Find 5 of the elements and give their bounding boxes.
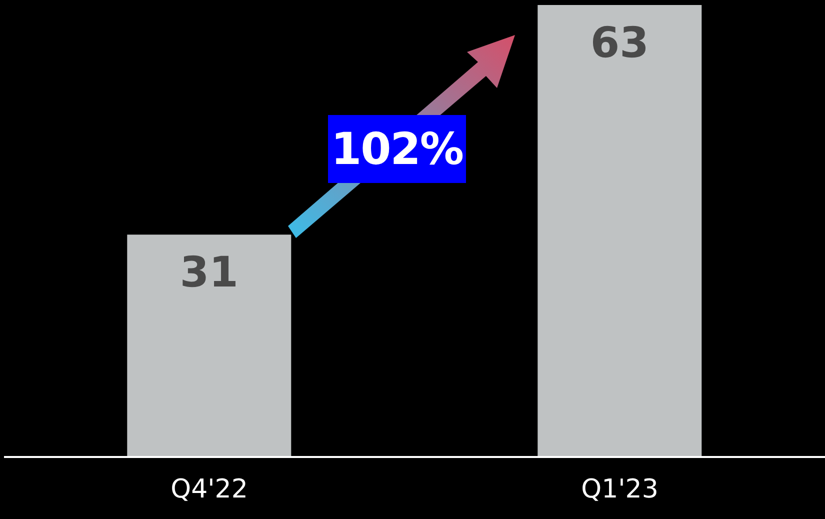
data-label: 31 [180, 247, 238, 296]
x-tick-label: Q1'23 [581, 474, 658, 504]
x-tick-label: Q4'22 [170, 474, 248, 504]
annotation: 102% [328, 115, 466, 183]
data-label: 63 [590, 18, 649, 67]
